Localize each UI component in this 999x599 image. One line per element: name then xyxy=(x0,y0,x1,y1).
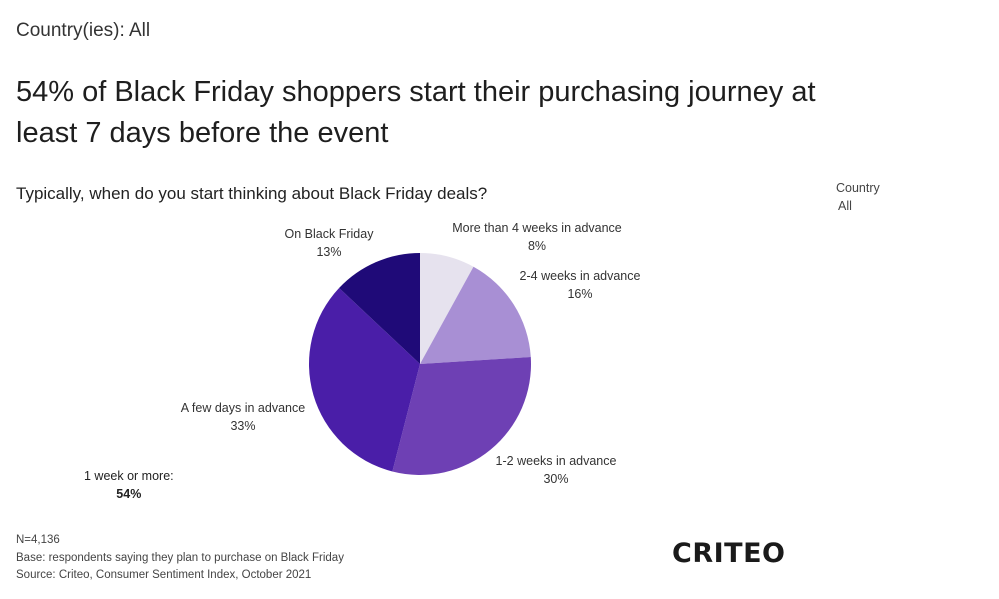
slice-value-1-2-weeks-in-advance: 30% xyxy=(543,472,568,486)
pie-slices xyxy=(309,253,531,475)
summary-label: 1 week or more: xyxy=(84,469,174,483)
slice-label-2-4-weeks-in-advance: 2-4 weeks in advance xyxy=(520,269,641,283)
country-filter-label: Country xyxy=(836,181,880,195)
slice-value-more-than-4-weeks-in-advance: 8% xyxy=(528,239,546,253)
pie-slice-more-than-4-weeks-in-advance xyxy=(420,253,474,364)
country-filter-text: Country(ies): All xyxy=(16,20,151,41)
criteo-logo: CRITEO xyxy=(672,538,786,569)
chart-title: Typically, when do you start thinking ab… xyxy=(16,184,488,203)
footnotes: N=4,136 Base: respondents saying they pl… xyxy=(16,532,344,585)
headline: 54% of Black Friday shoppers start their… xyxy=(16,76,816,149)
pie-slice-on-black-friday xyxy=(339,253,420,364)
country-filter-widget[interactable]: Country All xyxy=(836,179,880,215)
pie-slice-a-few-days-in-advance xyxy=(309,288,420,472)
summary-value: 54% xyxy=(116,487,142,501)
pie-labels: More than 4 weeks in advance 8% 2-4 weeks … xyxy=(181,221,641,486)
slice-label-a-few-days-in-advance: A few days in advance xyxy=(181,401,305,415)
slice-value-2-4-weeks-in-advance: 16% xyxy=(567,287,592,301)
pie-slice-2-4-weeks-in-advance xyxy=(420,266,531,364)
sample-size: N=4,136 xyxy=(16,534,60,546)
country-filter-value[interactable]: All xyxy=(838,199,852,213)
slice-label-more-than-4-weeks-in-advance: More than 4 weeks in advance xyxy=(452,221,622,235)
slice-label-on-black-friday: On Black Friday xyxy=(285,227,375,241)
slice-label-1-2-weeks-in-advance: 1-2 weeks in advance xyxy=(496,454,617,468)
pie-slice-1-2-weeks-in-advance xyxy=(392,357,531,475)
base-note: Base: respondents saying they plan to pu… xyxy=(16,551,344,564)
slice-value-a-few-days-in-advance: 33% xyxy=(230,419,255,433)
source-note: Source: Criteo, Consumer Sentiment Index… xyxy=(16,569,312,581)
summary-callout: 1 week or more: 54% xyxy=(84,467,174,503)
slice-value-on-black-friday: 13% xyxy=(316,245,341,259)
